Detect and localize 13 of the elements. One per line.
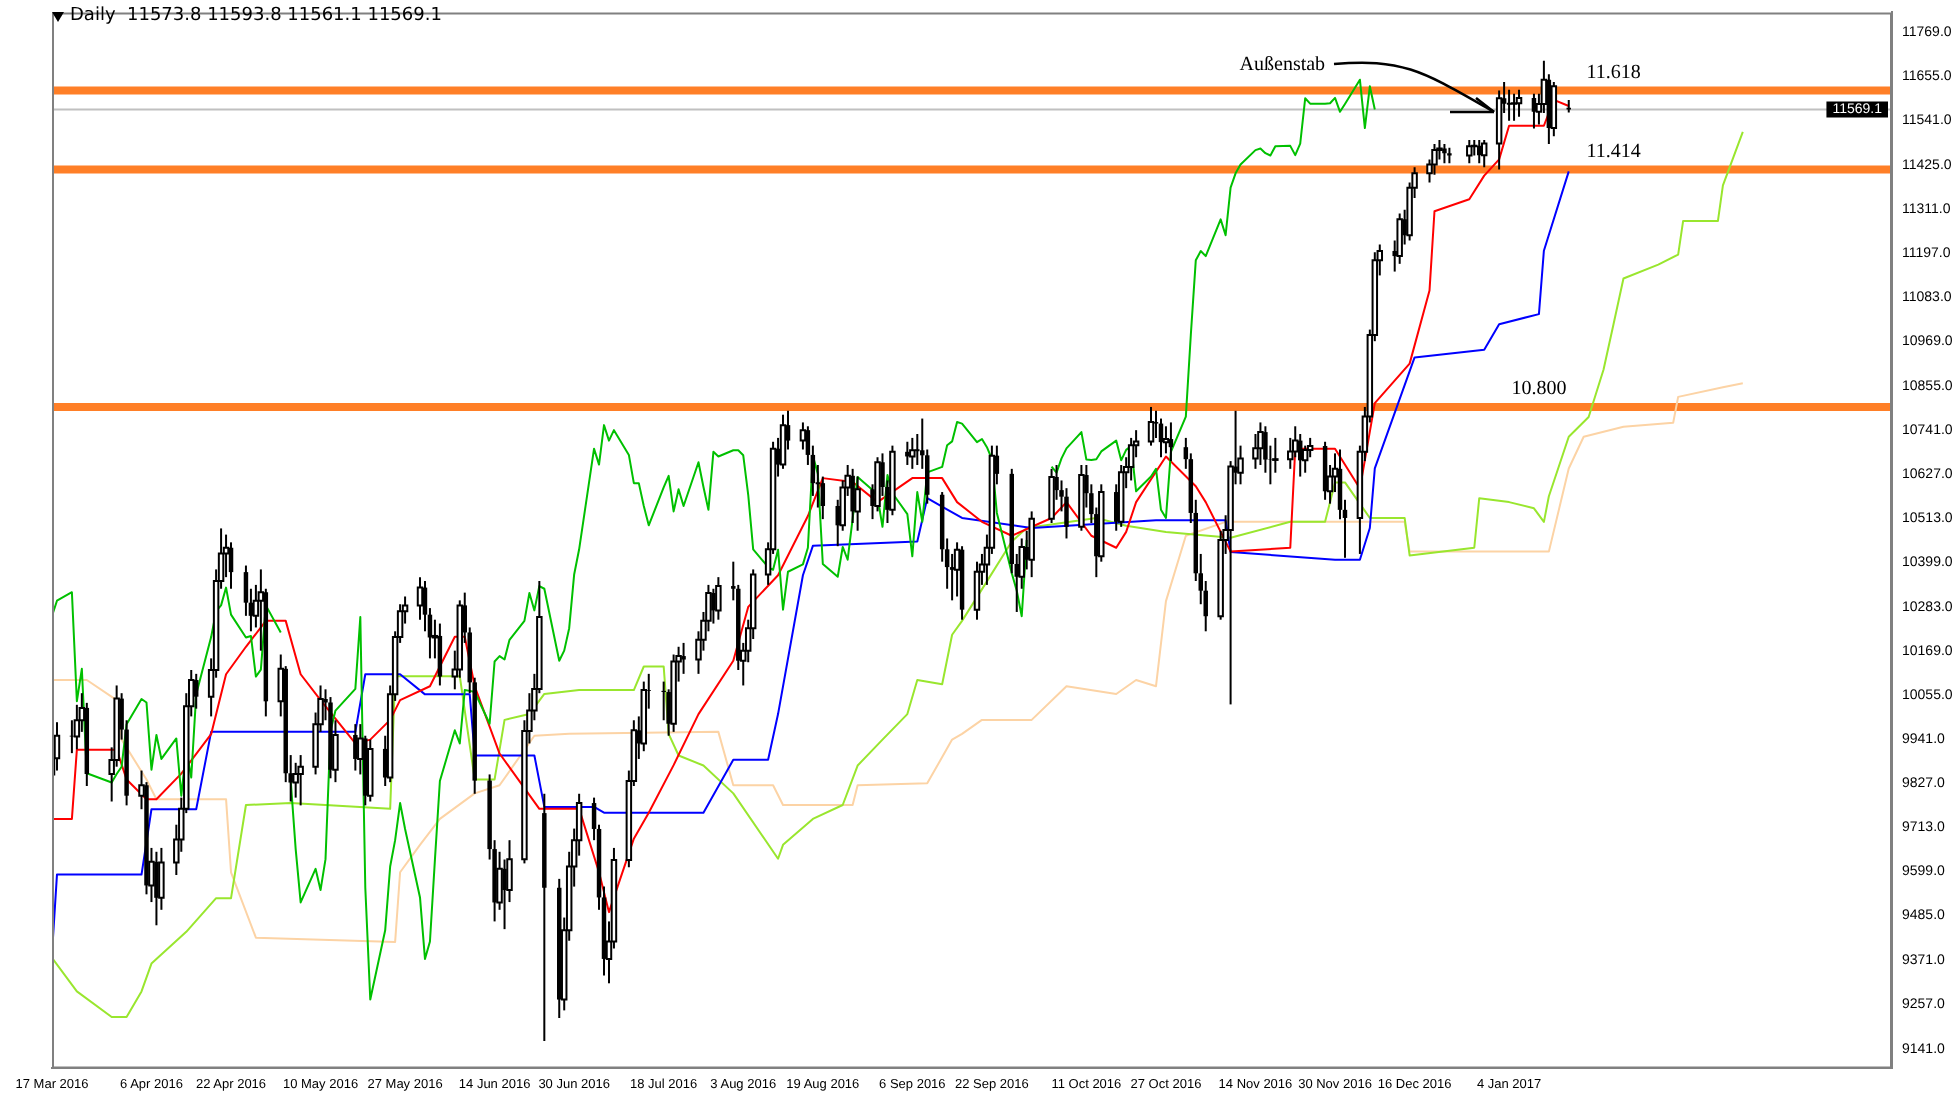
candlestick <box>1064 487 1069 540</box>
annotation: 11.414 <box>1586 140 1641 163</box>
annotation: Außenstab <box>1239 54 1326 77</box>
candlestick <box>681 641 686 675</box>
chart-title: Daily 11573.8 11593.8 11561.1 11569.1 <box>70 6 442 26</box>
candlestick <box>193 672 199 710</box>
annotation: 11.618 <box>1586 61 1641 84</box>
candlestick <box>437 622 443 687</box>
annotation: 10.800 <box>1511 378 1567 401</box>
candlestick <box>1442 142 1447 165</box>
candlestick <box>850 467 855 524</box>
candlestick <box>353 723 358 772</box>
candlestick <box>1531 92 1537 130</box>
